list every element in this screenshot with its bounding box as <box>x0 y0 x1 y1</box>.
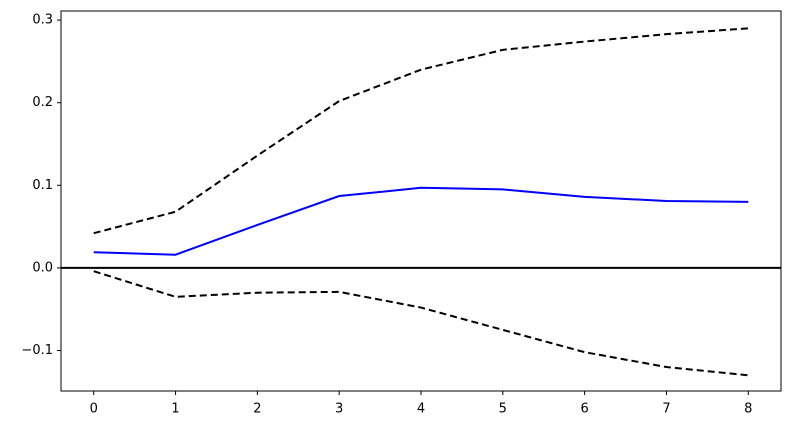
x-tick-label: 4 <box>417 402 425 417</box>
x-tick-label: 5 <box>499 402 507 417</box>
x-tick-label: 1 <box>171 402 179 417</box>
series-line <box>93 27 749 235</box>
y-tick-label: 0.1 <box>32 178 53 193</box>
x-tick-label: 2 <box>253 402 261 417</box>
y-tick-label: −0.1 <box>21 343 53 358</box>
y-tick-label: 0.0 <box>32 260 53 275</box>
x-tick-label: 6 <box>580 402 588 417</box>
x-tick-label: 8 <box>744 402 752 417</box>
y-tick-label: 0.3 <box>32 13 53 28</box>
x-tick-label: 0 <box>90 402 98 417</box>
x-tick-label: 3 <box>335 402 343 417</box>
y-tick-label: 0.2 <box>32 95 53 110</box>
x-tick-label: 7 <box>662 402 670 417</box>
series-line <box>93 186 749 256</box>
series-line <box>93 270 749 377</box>
